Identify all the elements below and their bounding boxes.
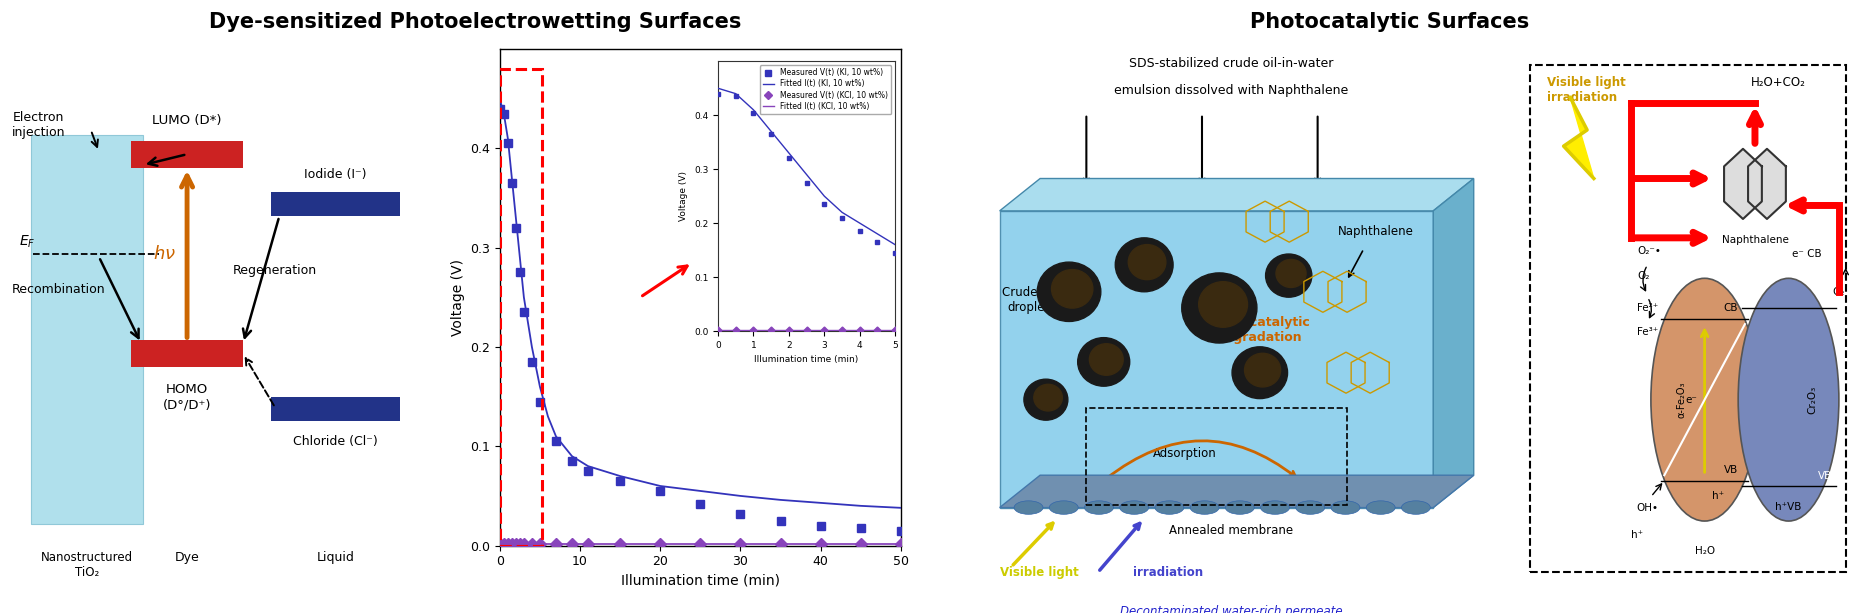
Polygon shape: [1722, 149, 1761, 219]
Polygon shape: [999, 475, 1473, 508]
Text: h⁺VB: h⁺VB: [1775, 502, 1801, 512]
Text: HOMO
(D°/D⁺): HOMO (D°/D⁺): [162, 384, 211, 411]
Ellipse shape: [1189, 501, 1219, 514]
Ellipse shape: [1014, 501, 1042, 514]
Text: H₂O+CO₂: H₂O+CO₂: [1750, 76, 1804, 89]
Text: Photocatalytic Surfaces: Photocatalytic Surfaces: [1249, 12, 1528, 32]
Text: Dye-sensitized Photoelectrowetting Surfaces: Dye-sensitized Photoelectrowetting Surfa…: [209, 12, 742, 32]
Circle shape: [1033, 384, 1062, 411]
Text: e⁻: e⁻: [1685, 395, 1696, 405]
Ellipse shape: [1400, 501, 1430, 514]
Polygon shape: [1747, 149, 1786, 219]
Ellipse shape: [1366, 501, 1394, 514]
Text: α-Fe₂O₃: α-Fe₂O₃: [1676, 381, 1685, 418]
Ellipse shape: [1737, 278, 1838, 521]
Text: Chloride (Cl⁻): Chloride (Cl⁻): [293, 435, 378, 447]
Bar: [270, 192, 399, 216]
Text: VB: VB: [1817, 471, 1830, 481]
Polygon shape: [1432, 178, 1473, 508]
Ellipse shape: [1650, 278, 1758, 521]
Text: Decontaminated water-rich permeate: Decontaminated water-rich permeate: [1118, 604, 1342, 613]
Ellipse shape: [1295, 501, 1323, 514]
Text: O₂: O₂: [1637, 270, 1650, 281]
Circle shape: [1077, 338, 1130, 386]
Legend: Measured V(t) (KI, 10 wt%), Fitted I(t) (KI, 10 wt%), Measured V(t) (KCl, 10 wt%: Measured V(t) (KI, 10 wt%), Fitted I(t) …: [759, 65, 891, 114]
Text: Cr₂O₃: Cr₂O₃: [1806, 386, 1816, 414]
Circle shape: [1199, 281, 1247, 327]
Text: Visible light: Visible light: [999, 566, 1077, 579]
Ellipse shape: [1331, 501, 1359, 514]
Circle shape: [1115, 238, 1172, 292]
Text: Recombination: Recombination: [11, 283, 106, 295]
Circle shape: [1243, 353, 1281, 387]
Text: O₂⁻•: O₂⁻•: [1637, 246, 1661, 256]
Bar: [1085, 408, 1346, 505]
Text: Annealed membrane: Annealed membrane: [1169, 524, 1292, 537]
Y-axis label: Voltage (V): Voltage (V): [678, 171, 688, 221]
Text: SDS-stabilized crude oil-in-water: SDS-stabilized crude oil-in-water: [1128, 57, 1333, 70]
Text: Nanostructured
TiO₂: Nanostructured TiO₂: [41, 550, 132, 579]
Ellipse shape: [1225, 501, 1254, 514]
Text: Fe³⁺: Fe³⁺: [1637, 327, 1657, 337]
X-axis label: Illumination time (min): Illumination time (min): [621, 574, 779, 588]
Text: LUMO (D*): LUMO (D*): [153, 114, 222, 128]
Text: Iodide (I⁻): Iodide (I⁻): [304, 168, 367, 181]
Text: Adsorption: Adsorption: [1152, 447, 1215, 460]
Text: Naphthalene: Naphthalene: [1720, 235, 1788, 245]
Circle shape: [1128, 245, 1165, 280]
Ellipse shape: [1049, 501, 1077, 514]
Circle shape: [1036, 262, 1100, 321]
Polygon shape: [999, 211, 1432, 508]
Bar: [30, 135, 144, 524]
Ellipse shape: [1260, 501, 1288, 514]
Text: h⁺: h⁺: [1711, 492, 1722, 501]
Text: Electron
injection: Electron injection: [11, 111, 65, 139]
Circle shape: [1182, 273, 1256, 343]
Bar: [130, 141, 242, 168]
Ellipse shape: [1118, 501, 1148, 514]
Text: OH•: OH•: [1637, 503, 1657, 512]
Text: emulsion dissolved with Naphthalene: emulsion dissolved with Naphthalene: [1113, 84, 1348, 97]
X-axis label: Illumination time (min): Illumination time (min): [755, 356, 857, 364]
Text: $h\nu$: $h\nu$: [153, 245, 177, 263]
Polygon shape: [1562, 97, 1594, 178]
Polygon shape: [999, 178, 1473, 211]
Text: Fe²⁺: Fe²⁺: [1637, 303, 1657, 313]
Circle shape: [1051, 270, 1092, 308]
Text: Crude oil
droplet: Crude oil droplet: [1001, 286, 1055, 314]
Text: Photocatalytic
degradation: Photocatalytic degradation: [1208, 316, 1310, 343]
Text: h⁺: h⁺: [1631, 530, 1642, 539]
Text: CB: CB: [1817, 292, 1830, 303]
Circle shape: [1275, 259, 1305, 287]
Bar: [130, 340, 242, 367]
Text: Naphthalene: Naphthalene: [1336, 225, 1413, 238]
Ellipse shape: [1154, 501, 1184, 514]
Ellipse shape: [1085, 501, 1113, 514]
Text: Dye: Dye: [175, 550, 199, 564]
Circle shape: [1266, 254, 1310, 297]
Bar: [270, 397, 399, 421]
Y-axis label: Voltage (V): Voltage (V): [451, 259, 464, 336]
Text: $E_F$: $E_F$: [19, 234, 35, 249]
Text: VB: VB: [1722, 465, 1737, 475]
Text: CB: CB: [1722, 303, 1737, 313]
Text: O₂: O₂: [1832, 287, 1843, 297]
Bar: [500, 69, 541, 546]
Text: Liquid: Liquid: [317, 550, 354, 564]
Text: e⁻ CB: e⁻ CB: [1791, 249, 1821, 259]
Text: H₂O: H₂O: [1694, 546, 1713, 556]
Circle shape: [1023, 379, 1068, 420]
Text: irradiation: irradiation: [1131, 566, 1202, 579]
Circle shape: [1232, 347, 1286, 398]
Text: Visible light
irradiation: Visible light irradiation: [1545, 76, 1625, 104]
Circle shape: [1089, 344, 1122, 375]
Text: Regeneration: Regeneration: [233, 264, 317, 276]
